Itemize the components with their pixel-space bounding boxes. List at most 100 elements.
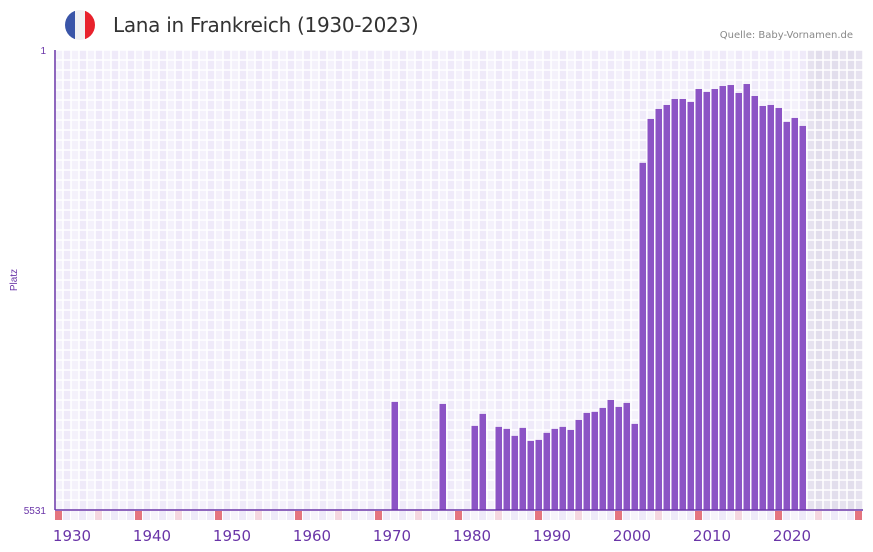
year-marker bbox=[679, 511, 686, 520]
bar-1989 bbox=[543, 432, 550, 510]
year-marker bbox=[175, 511, 182, 520]
france-flag-icon bbox=[65, 10, 95, 40]
year-marker bbox=[79, 511, 86, 520]
year-marker bbox=[439, 511, 446, 520]
year-marker bbox=[751, 511, 758, 520]
year-marker bbox=[495, 511, 502, 520]
year-marker bbox=[623, 511, 630, 520]
year-marker bbox=[231, 511, 238, 520]
x-tick-label: 2000 bbox=[613, 527, 651, 545]
year-marker bbox=[511, 511, 518, 520]
bar-1985 bbox=[511, 435, 518, 510]
x-tick-label: 1960 bbox=[293, 527, 331, 545]
year-marker bbox=[295, 511, 302, 520]
bar-1987 bbox=[527, 440, 534, 510]
bar-2017 bbox=[767, 104, 774, 510]
year-marker bbox=[191, 511, 198, 520]
bar-1999 bbox=[623, 402, 630, 510]
bar-1990 bbox=[551, 428, 558, 510]
bar-1983 bbox=[495, 426, 502, 510]
year-marker bbox=[847, 511, 854, 520]
year-marker bbox=[127, 511, 134, 520]
year-marker bbox=[359, 511, 366, 520]
year-marker bbox=[695, 511, 702, 520]
bar-2010 bbox=[711, 89, 718, 510]
bar-2011 bbox=[719, 86, 726, 511]
year-marker bbox=[567, 511, 574, 520]
year-marker bbox=[791, 511, 798, 520]
x-tick-label: 1990 bbox=[533, 527, 571, 545]
year-marker bbox=[503, 511, 510, 520]
bar-2002 bbox=[647, 118, 654, 511]
year-marker bbox=[551, 511, 558, 520]
bar-2005 bbox=[671, 98, 678, 511]
year-marker bbox=[95, 511, 102, 520]
x-tick-label: 1930 bbox=[53, 527, 91, 545]
bar-2003 bbox=[655, 108, 662, 510]
x-tick-label: 1940 bbox=[133, 527, 171, 545]
year-marker bbox=[583, 511, 590, 520]
bar-1992 bbox=[567, 429, 574, 510]
y-axis-label: Platz bbox=[9, 269, 20, 291]
bar-2001 bbox=[639, 162, 646, 510]
year-marker bbox=[351, 511, 358, 520]
bar-2019 bbox=[783, 121, 790, 511]
bar-1994 bbox=[583, 412, 590, 510]
year-marker bbox=[223, 511, 230, 520]
year-marker bbox=[471, 511, 478, 520]
year-marker bbox=[87, 511, 94, 520]
year-marker bbox=[831, 511, 838, 520]
year-marker bbox=[615, 511, 622, 520]
y-tick-label: 5531 bbox=[24, 506, 47, 517]
source-link[interactable]: Quelle: Baby-Vornamen.de bbox=[719, 30, 853, 41]
year-marker bbox=[727, 511, 734, 520]
year-marker bbox=[55, 511, 62, 520]
x-tick-label: 2010 bbox=[693, 527, 731, 545]
year-marker bbox=[663, 511, 670, 520]
year-marker bbox=[711, 511, 718, 520]
flag-blue bbox=[65, 10, 75, 40]
year-marker bbox=[167, 511, 174, 520]
bar-2000 bbox=[631, 423, 638, 510]
year-marker bbox=[479, 511, 486, 520]
bar-2004 bbox=[663, 104, 670, 510]
year-marker bbox=[119, 511, 126, 520]
bar-1981 bbox=[479, 413, 486, 510]
year-marker bbox=[287, 511, 294, 520]
year-marker bbox=[135, 511, 142, 520]
year-marker bbox=[855, 511, 862, 520]
bar-2007 bbox=[687, 101, 694, 511]
year-marker bbox=[703, 511, 710, 520]
year-marker bbox=[111, 511, 118, 520]
year-marker bbox=[519, 511, 526, 520]
year-marker bbox=[607, 511, 614, 520]
year-marker bbox=[455, 511, 462, 520]
bar-1993 bbox=[575, 419, 582, 510]
x-tick-label: 1970 bbox=[373, 527, 411, 545]
year-marker bbox=[423, 511, 430, 520]
year-marker bbox=[591, 511, 598, 520]
bar-1996 bbox=[599, 407, 606, 510]
year-marker bbox=[319, 511, 326, 520]
year-marker bbox=[799, 511, 806, 520]
year-marker bbox=[487, 511, 494, 520]
bar-1998 bbox=[615, 406, 622, 510]
year-marker bbox=[255, 511, 262, 520]
year-marker bbox=[671, 511, 678, 520]
year-marker bbox=[239, 511, 246, 520]
bar-2018 bbox=[775, 107, 782, 510]
year-marker bbox=[527, 511, 534, 520]
year-marker bbox=[575, 511, 582, 520]
year-marker bbox=[279, 511, 286, 520]
year-marker bbox=[271, 511, 278, 520]
flag-white bbox=[75, 10, 85, 40]
year-marker bbox=[655, 511, 662, 520]
year-marker bbox=[151, 511, 158, 520]
bar-2012 bbox=[727, 85, 734, 510]
year-marker bbox=[71, 511, 78, 520]
year-marker bbox=[807, 511, 814, 520]
bar-1980 bbox=[471, 425, 478, 510]
chart-title: Lana in Frankreich (1930-2023) bbox=[113, 13, 419, 37]
